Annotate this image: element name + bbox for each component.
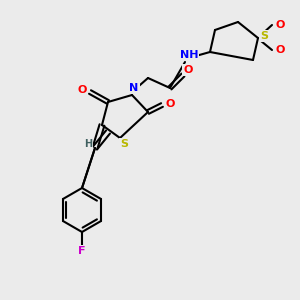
Text: O: O	[275, 45, 285, 55]
Text: H: H	[84, 139, 92, 149]
Text: F: F	[78, 246, 86, 256]
Text: O: O	[165, 99, 175, 109]
Text: O: O	[183, 65, 193, 75]
Text: S: S	[120, 139, 128, 149]
Text: S: S	[260, 31, 268, 41]
Text: N: N	[129, 83, 139, 93]
Text: NH: NH	[180, 50, 199, 60]
Text: O: O	[275, 20, 285, 30]
Text: O: O	[77, 85, 87, 95]
